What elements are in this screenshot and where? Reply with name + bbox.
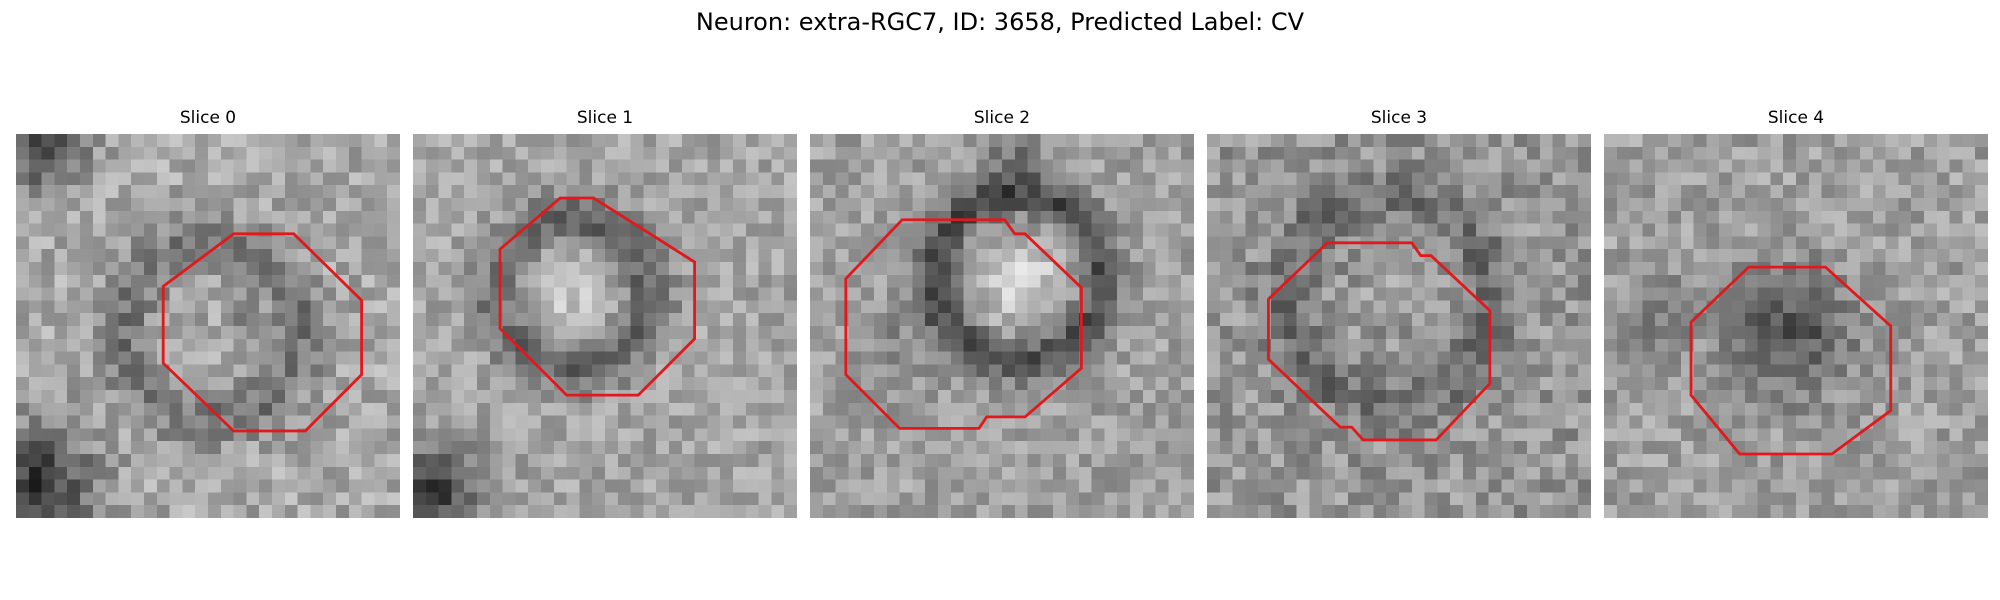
cell-contour — [498, 196, 697, 397]
slice-image — [16, 134, 400, 518]
slice-title: Slice 2 — [973, 108, 1031, 128]
slice-panel: Slice 2 — [810, 106, 1194, 518]
slice-title: Slice 1 — [576, 108, 634, 128]
slice-image — [810, 134, 1194, 518]
contour-overlay — [1689, 265, 1893, 456]
cell-contour — [1689, 265, 1893, 456]
figure-title: Neuron: extra-RGC7, ID: 3658, Predicted … — [695, 8, 1305, 36]
contour-overlay — [844, 218, 1083, 430]
contour-overlay — [498, 196, 697, 397]
slice-image — [1207, 134, 1591, 518]
slice-pixel-grid — [1207, 134, 1591, 518]
slice-panel: Slice 0 — [16, 106, 400, 518]
slice-panel: Slice 4 — [1604, 106, 1988, 518]
slice-image — [413, 134, 797, 518]
cell-contour — [161, 232, 364, 433]
slice-title: Slice 4 — [1767, 108, 1825, 128]
slice-image — [1604, 134, 1988, 518]
contour-overlay — [1267, 241, 1492, 442]
slice-pixel-grid — [413, 134, 797, 518]
cell-contour — [844, 218, 1083, 430]
slice-pixel-grid — [16, 134, 400, 518]
cell-contour — [1267, 241, 1492, 442]
slice-title: Slice 0 — [179, 108, 237, 128]
contour-overlay — [161, 232, 364, 433]
slice-panel: Slice 1 — [413, 106, 797, 518]
slice-pixel-grid — [810, 134, 1194, 518]
slice-title: Slice 3 — [1370, 108, 1428, 128]
slice-panel: Slice 3 — [1207, 106, 1591, 518]
